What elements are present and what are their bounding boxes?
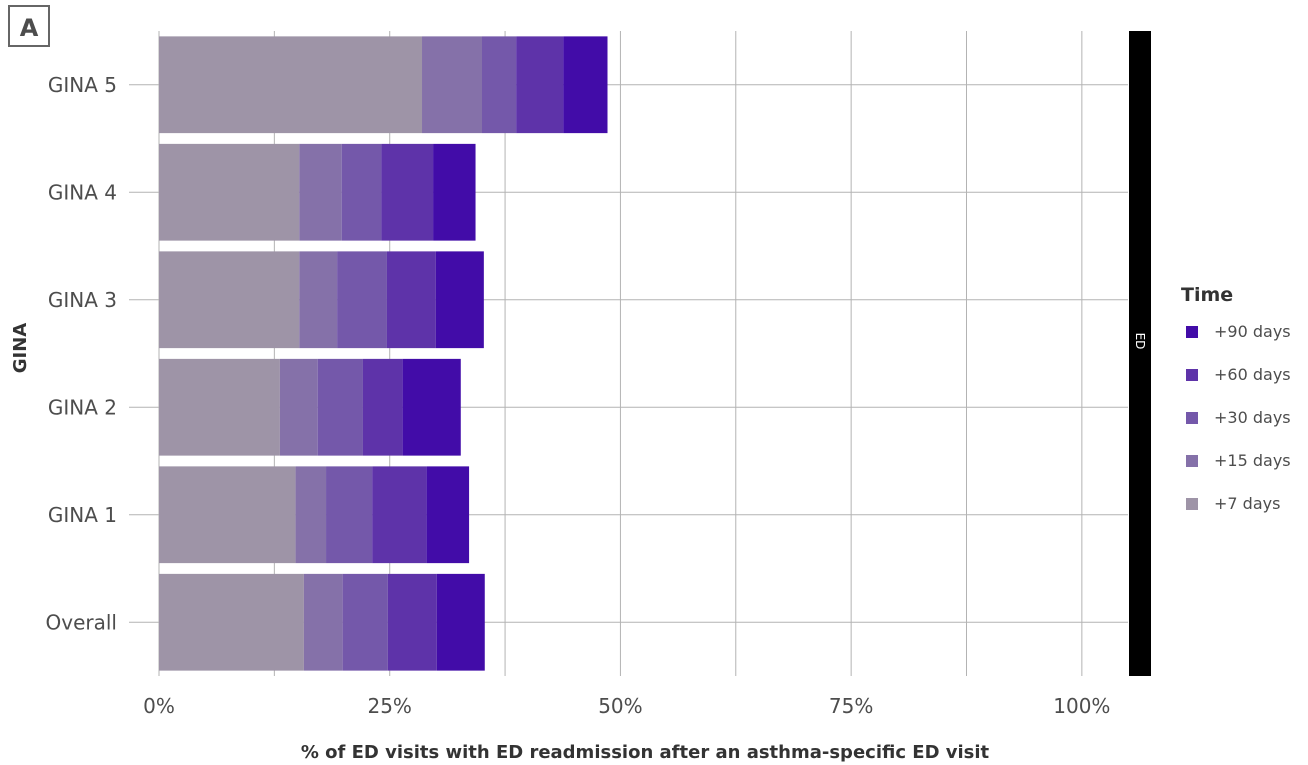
x-tick-label: 50% — [598, 694, 642, 718]
bar-segment — [426, 466, 470, 564]
legend-swatch — [1186, 498, 1198, 510]
bar-segment — [381, 143, 434, 241]
legend-swatch — [1186, 326, 1198, 338]
legend-swatch — [1186, 455, 1198, 467]
facet-strip: ED — [1129, 31, 1151, 676]
bar-segment — [435, 251, 484, 349]
y-tick-label: GINA 2 — [48, 395, 117, 419]
legend-swatch — [1186, 412, 1198, 424]
x-tick-label: 0% — [143, 694, 175, 718]
bar-segment — [303, 573, 343, 671]
bar-segment — [337, 251, 387, 349]
legend-label: +90 days — [1214, 322, 1291, 341]
bar-segment — [279, 358, 318, 456]
bar-segment — [386, 251, 436, 349]
bar-segment — [422, 36, 482, 134]
y-tick-label: Overall — [46, 610, 117, 634]
legend-label: +7 days — [1214, 494, 1280, 513]
y-tick-label: GINA 4 — [48, 180, 117, 204]
panel-label: A — [20, 14, 39, 42]
bar-segment — [341, 143, 382, 241]
x-tick-label: 25% — [367, 694, 411, 718]
y-axis-ticks: GINA 5 GINA 4 GINA 3 GINA 2 GINA 1 Overall — [46, 73, 117, 635]
bar-segment — [159, 143, 300, 241]
bar-segment — [159, 36, 423, 134]
bar-segment — [159, 251, 300, 349]
bar-segment — [342, 573, 388, 671]
y-tick-label: GINA 3 — [48, 288, 117, 312]
bar-segment — [436, 573, 485, 671]
bar-segment — [159, 466, 296, 564]
x-tick-label: 75% — [829, 694, 873, 718]
bar-segment — [299, 143, 342, 241]
legend-label: +30 days — [1214, 408, 1291, 427]
bar-segment — [482, 36, 517, 134]
y-tick-label: GINA 5 — [48, 73, 117, 97]
y-axis-title: GINA — [10, 323, 31, 374]
bar-segment — [299, 251, 338, 349]
x-axis-ticks: 0% 25% 50% 75% 100% — [143, 694, 1110, 718]
panel-label-box: A — [8, 5, 50, 47]
legend-title: Time — [1181, 284, 1233, 306]
x-axis-title: % of ED visits with ED readmission after… — [301, 742, 990, 763]
bar-segment — [563, 36, 608, 134]
bar-segment — [159, 573, 304, 671]
x-tick-label: 100% — [1053, 694, 1110, 718]
bar-segment — [159, 358, 280, 456]
bar-segment — [402, 358, 461, 456]
y-tick-label: GINA 1 — [48, 503, 117, 527]
legend-label: +15 days — [1214, 451, 1291, 470]
bar-segment — [387, 573, 437, 671]
legend: Time +90 days +60 days +30 days +15 days +7 … — [1181, 284, 1291, 513]
legend-label: +60 days — [1214, 365, 1291, 384]
bar-segment — [433, 143, 476, 241]
bar-segment — [516, 36, 564, 134]
bar-segment — [326, 466, 373, 564]
bar-segment — [317, 358, 363, 456]
bars — [159, 36, 608, 671]
facet-strip-label: ED — [1133, 333, 1147, 350]
bar-segment — [372, 466, 427, 564]
legend-swatch — [1186, 369, 1198, 381]
bar-segment — [295, 466, 327, 564]
bar-segment — [362, 358, 403, 456]
